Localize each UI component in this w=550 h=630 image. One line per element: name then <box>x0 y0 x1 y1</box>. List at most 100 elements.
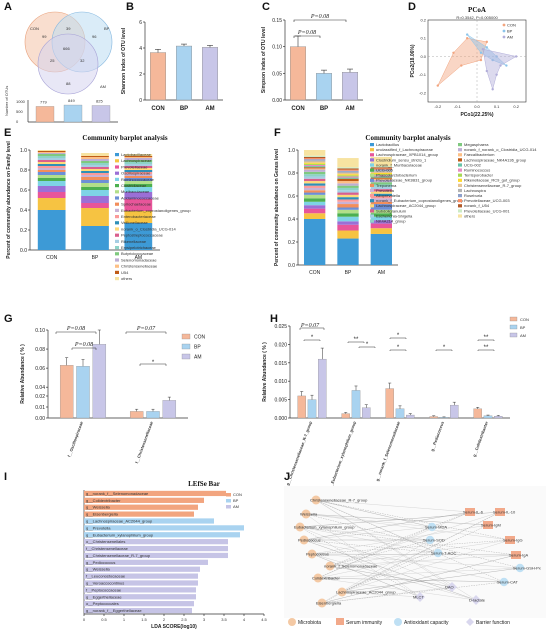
legend-swatch <box>458 168 462 172</box>
stack-segment-Spirochaetaceae <box>124 176 153 178</box>
legend-swatch <box>370 148 374 152</box>
x-tick-label: -0.2 <box>434 104 442 109</box>
stack-segment-U54 <box>124 156 153 157</box>
lda-bar-AM <box>84 594 196 600</box>
network-node-immunity <box>505 536 515 544</box>
stack-segment-Prevotellaceae_UCG-003 <box>337 169 359 171</box>
stack-segment-Prevotella <box>370 198 392 202</box>
lda-bar-label: f__Leuconostocaceae <box>86 574 126 579</box>
network-edge <box>303 526 433 541</box>
bar-AM <box>162 400 177 419</box>
y-axis-label: Percent of community abundance on Genus … <box>274 148 280 266</box>
legend-label: Acidaminococcaceae <box>121 195 160 200</box>
stack-segment-Lachnospiraceae_AC2044_group <box>370 191 392 194</box>
y-axis-label: Percent of community abundance on Family… <box>6 141 12 259</box>
sig-bracket <box>435 349 453 351</box>
network-node-label: Serum-IgA <box>509 552 528 557</box>
stack-segment-Lachnospiraceae_NK4A136_group <box>370 177 392 179</box>
otu-y-axis-label: Number of OTUs <box>4 86 9 116</box>
stack-segment-Megasphaera <box>304 171 326 175</box>
network-edge <box>317 577 477 601</box>
y-tick-label: -0.2 <box>419 90 427 95</box>
x-tick-label: BP <box>320 106 328 112</box>
legend-label-AM: AM <box>194 355 202 361</box>
x-tick-label: 4 <box>243 617 246 622</box>
legend-swatch <box>458 163 462 167</box>
stack-segment-Erysipelotrichaceae <box>124 162 153 164</box>
y-tick-label: 0.6 <box>20 188 27 194</box>
network-node-label: Serum-IL-10 <box>493 509 516 514</box>
sig-label: * <box>152 360 155 366</box>
stack-segment-others <box>37 150 66 151</box>
legend-label-AM: AM <box>507 35 513 40</box>
legend-swatch-AM <box>509 332 518 338</box>
stack-segment-Terrisporobacter <box>304 163 326 165</box>
y-axis-label: Relative Abundance ( % ) <box>20 344 26 404</box>
network-edge <box>329 565 453 588</box>
stack-segment-Christensenellaceae <box>37 152 66 153</box>
stack-segment-unclassified_f_Lachnospiraceae <box>337 230 359 239</box>
network-node-immunity <box>511 551 521 559</box>
legend-label: Roseburia <box>464 193 483 198</box>
x-tick-label: CON <box>46 255 58 261</box>
stack-segment-Lachnospiraceae_NK4A136_group <box>304 167 326 169</box>
legend-label: Prevotella <box>376 188 395 193</box>
legend-swatch-BP <box>509 324 518 330</box>
x-tick-label: CON <box>291 106 304 112</box>
y-tick-label: 0.2 <box>20 228 27 234</box>
sig-label: ** <box>484 345 489 351</box>
legend-swatch <box>115 277 119 281</box>
bar-BP <box>395 408 405 419</box>
venn-set-label-bp: BP <box>104 26 110 31</box>
stack-segment-U54 <box>37 151 66 152</box>
stack-segment-Lachnospiraceae_XPB1014_group <box>370 223 392 229</box>
x-tick-label: g__norank_f_Selenomonadaceae <box>375 420 402 482</box>
stack-segment-Butyricicoccaceae <box>124 160 153 162</box>
bar-CON <box>149 52 166 101</box>
x-tick-label: f__Oscillospiraceae <box>66 420 84 458</box>
stack-segment-Ruminococcaceae <box>81 190 109 196</box>
bar-CON <box>59 365 74 419</box>
stack-segment-Spirochaetaceae <box>81 177 109 180</box>
network-node-label: Peptococcus <box>306 552 329 557</box>
legend-swatch <box>115 239 119 243</box>
y-tick-label: 0.0 <box>420 54 426 59</box>
network-edge <box>329 511 471 567</box>
stack-segment-Enterobacteriaceae <box>81 173 109 175</box>
x-tick-label: g__Colidextribacter <box>471 420 489 457</box>
venn-region-bp-only: 96 <box>92 34 97 39</box>
stack-segment-Selenomonadaceae <box>37 153 66 154</box>
stack-segment-others <box>81 153 109 156</box>
legend-swatch <box>370 178 374 182</box>
panel-label-G: G <box>4 313 13 325</box>
stack-segment-Muribaculaceae <box>81 183 109 187</box>
y-tick-label: 0.2 <box>420 18 426 23</box>
legend-swatch <box>115 208 119 212</box>
pcoa-point-BP <box>485 46 488 49</box>
pcoa-point-AM <box>515 55 518 58</box>
legend-label: Butyricicoccaceae <box>121 251 154 256</box>
panel-label-B: B <box>126 1 134 13</box>
network-node-label: DAO <box>445 584 454 589</box>
bar-AM <box>450 404 459 419</box>
x-tick-label: AM <box>135 255 143 261</box>
network-edge <box>299 526 517 556</box>
legend-swatch <box>458 209 462 213</box>
stack-segment-Alloprevotella <box>337 199 359 202</box>
network-edge <box>315 499 511 541</box>
stack-segment-Megasphaera <box>337 185 359 188</box>
x-tick-label: AM <box>378 270 386 276</box>
stack-segment-Prevotellaceae_NK3B31_group <box>304 192 326 195</box>
stack-segment-Prevotella <box>304 187 326 191</box>
panel-label-H: H <box>270 313 278 325</box>
x-tick-label: -0.1 <box>454 104 462 109</box>
y-tick-label: 0.02 <box>35 394 45 400</box>
network-edge <box>341 524 489 593</box>
venn-set-label-con: CON <box>30 26 39 31</box>
stack-segment-norank_o_Clostridia_UCG-014 <box>81 169 109 171</box>
stack-segment-Peptostreptococcaceae <box>81 167 109 169</box>
network-edge <box>299 526 421 598</box>
legend-label: Lachnospiraceae <box>121 158 152 163</box>
otu-bar <box>91 105 111 123</box>
x-tick-label: BP <box>345 270 352 276</box>
